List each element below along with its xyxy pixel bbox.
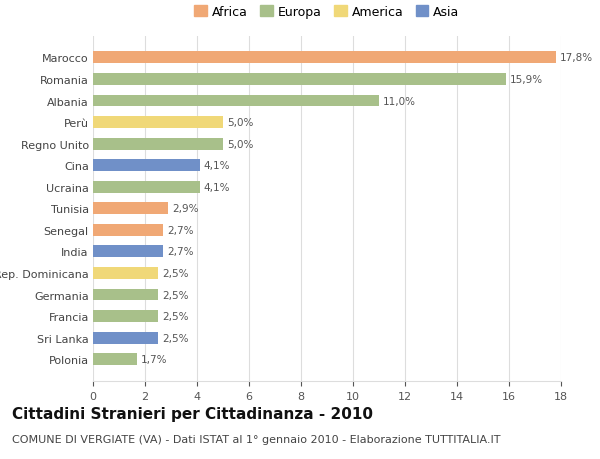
Bar [93, 74, 506, 86]
Text: 4,1%: 4,1% [203, 182, 230, 192]
Text: 5,0%: 5,0% [227, 118, 253, 128]
Text: 2,5%: 2,5% [162, 269, 188, 278]
Bar [93, 268, 158, 279]
Bar [93, 224, 163, 236]
Text: Cittadini Stranieri per Cittadinanza - 2010: Cittadini Stranieri per Cittadinanza - 2… [12, 406, 373, 421]
Text: COMUNE DI VERGIATE (VA) - Dati ISTAT al 1° gennaio 2010 - Elaborazione TUTTITALI: COMUNE DI VERGIATE (VA) - Dati ISTAT al … [12, 434, 500, 444]
Text: 2,5%: 2,5% [162, 311, 188, 321]
Text: 2,5%: 2,5% [162, 290, 188, 300]
Text: 2,7%: 2,7% [167, 247, 194, 257]
Text: 2,9%: 2,9% [172, 204, 199, 214]
Bar [93, 353, 137, 365]
Bar [93, 139, 223, 150]
Legend: Africa, Europa, America, Asia: Africa, Europa, America, Asia [190, 0, 464, 23]
Bar [93, 289, 158, 301]
Bar [93, 246, 163, 258]
Bar [93, 95, 379, 107]
Bar [93, 52, 556, 64]
Bar [93, 160, 200, 172]
Text: 5,0%: 5,0% [227, 140, 253, 149]
Text: 11,0%: 11,0% [383, 96, 416, 106]
Bar [93, 117, 223, 129]
Bar [93, 310, 158, 322]
Text: 15,9%: 15,9% [510, 75, 544, 85]
Bar [93, 203, 169, 215]
Text: 1,7%: 1,7% [141, 354, 167, 364]
Text: 17,8%: 17,8% [560, 53, 593, 63]
Text: 2,7%: 2,7% [167, 225, 194, 235]
Bar [93, 181, 200, 193]
Text: 4,1%: 4,1% [203, 161, 230, 171]
Text: 2,5%: 2,5% [162, 333, 188, 343]
Bar [93, 332, 158, 344]
